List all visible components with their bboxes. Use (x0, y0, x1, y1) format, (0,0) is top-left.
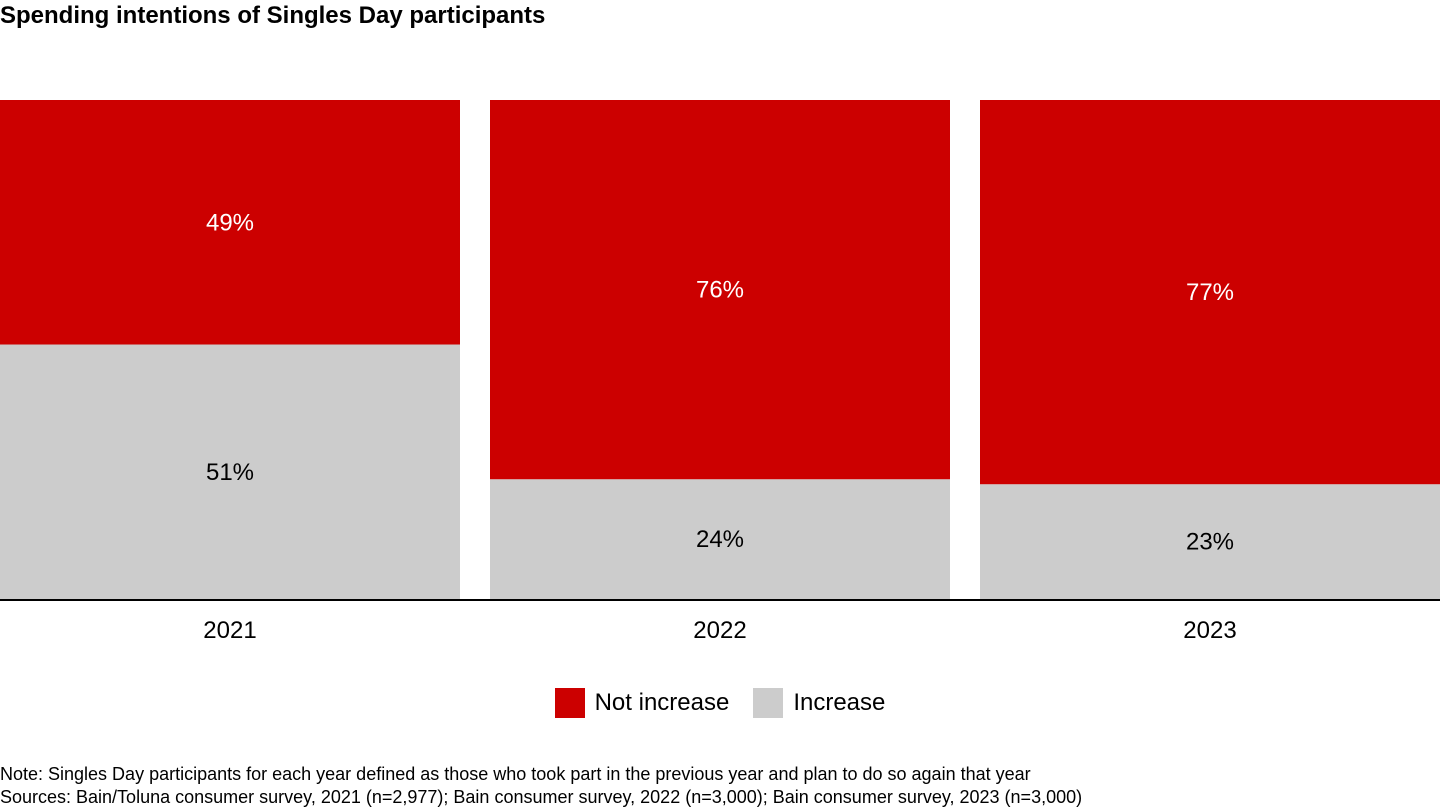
legend-label-increase: Increase (793, 689, 886, 716)
legend: Not increase Increase (0, 688, 1440, 718)
bar-increase-2021 (0, 344, 460, 599)
x-tick-label-2021: 2021 (203, 617, 256, 644)
data-label-increase-2022: 24% (696, 526, 744, 553)
data-label-not-increase-2023: 77% (1186, 279, 1234, 306)
bar-increase-2022 (490, 479, 950, 599)
chart-sources: Sources: Bain/Toluna consumer survey, 20… (0, 787, 1083, 807)
chart-note: Note: Singles Day participants for each … (0, 764, 1031, 784)
data-label-not-increase-2021: 49% (206, 209, 254, 236)
bar-not-increase-2021 (0, 100, 460, 345)
bar-not-increase-2023 (980, 100, 1440, 485)
chart-title: Spending intentions of Singles Day parti… (0, 2, 546, 29)
x-tick-label-2022: 2022 (693, 617, 746, 644)
legend-swatch-not-increase (554, 688, 585, 718)
x-tick-label-2023: 2023 (1183, 617, 1236, 644)
legend-swatch-increase (753, 688, 784, 718)
legend-item-not-increase: Not increase (554, 688, 730, 718)
legend-label-not-increase: Not increase (594, 689, 730, 716)
bar-not-increase-2022 (490, 100, 950, 480)
bar-increase-2023 (980, 484, 1440, 599)
stacked-bar-chart: 51% 49% 2021 24% 76% 2022 23% 77% 2023 (0, 100, 1440, 644)
data-label-increase-2021: 51% (206, 459, 254, 486)
data-label-not-increase-2022: 76% (696, 277, 744, 304)
legend-item-increase: Increase (753, 688, 885, 718)
data-label-increase-2023: 23% (1186, 529, 1234, 556)
